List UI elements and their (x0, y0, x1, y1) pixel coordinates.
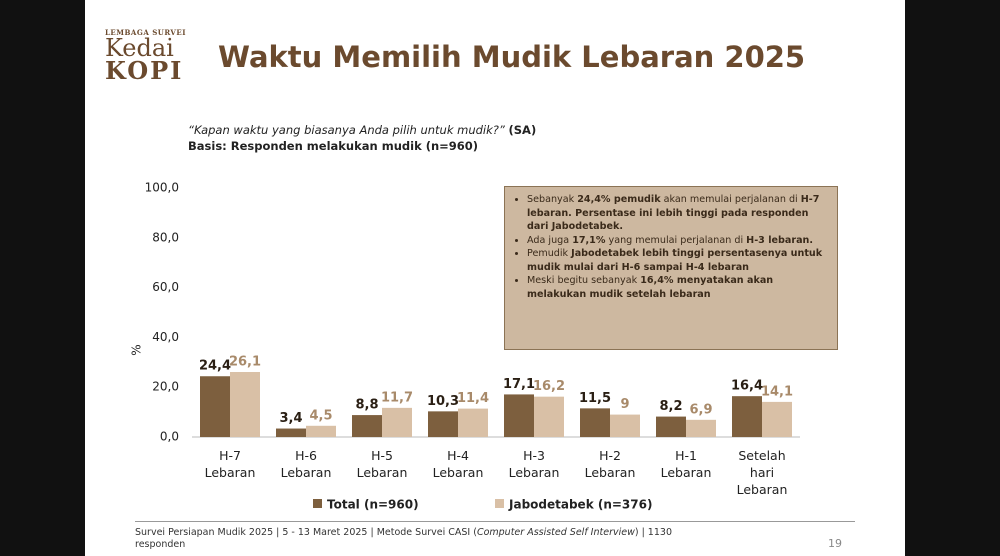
callout-text: Pemudik (527, 248, 572, 259)
callout-text: 17,1% (572, 234, 606, 246)
bar (428, 411, 458, 437)
y-tick-label: 100,0 (145, 181, 179, 195)
bar (732, 396, 762, 437)
x-tick-label: H-5 Lebaran (356, 448, 408, 480)
bar (306, 425, 336, 437)
title: Waktu Memilih Mudik Lebaran 2025 (218, 40, 806, 74)
value-label: 10,3 (427, 394, 459, 409)
legend-swatch (495, 499, 504, 508)
y-tick-label: 0,0 (160, 430, 179, 444)
callout-list: Sebanyak 24,4% pemudik akan memulai perj… (513, 193, 829, 301)
logo-tagline: LEMBAGA SURVEI (105, 28, 186, 37)
value-label: 17,1 (503, 377, 535, 392)
x-tick-label: H-2 Lebaran (584, 448, 636, 480)
value-label: 11,4 (457, 391, 489, 406)
footer: Survei Persiapan Mudik 2025 | 5 - 13 Mar… (135, 527, 695, 551)
callout-text: Ada juga (527, 234, 573, 246)
bar (504, 394, 534, 437)
footer-text: Computer Assisted Self Interview (476, 527, 635, 538)
y-axis-label: % (130, 344, 144, 355)
callout-text: H-7 lebaran. Persentase ini lebih tinggi… (527, 194, 820, 232)
x-tick-label: H-4 Lebaran (432, 448, 484, 480)
value-label: 16,4 (731, 379, 763, 394)
bar (230, 372, 260, 437)
callout-item: Ada juga 17,1% yang memulai perjalanan d… (527, 234, 829, 248)
callout-text: akan memulai perjalanan di (660, 194, 801, 205)
x-tick-label: H-6 Lebaran (280, 448, 332, 480)
callout-item: Sebanyak 24,4% pemudik akan memulai perj… (527, 193, 829, 234)
footer-text: Survei Persiapan Mudik 2025 | 5 - 13 Mar… (135, 527, 477, 538)
x-tick-label: H-3 Lebaran (508, 448, 560, 480)
value-label: 4,5 (309, 408, 332, 423)
question: “Kapan waktu yang biasanya Anda pilih un… (188, 123, 536, 137)
value-label: 9 (620, 397, 629, 412)
footer-rule (135, 521, 855, 522)
callout-text: yang memulai perjalanan di (605, 234, 747, 246)
question-text: “Kapan waktu yang biasanya Anda pilih un… (188, 123, 505, 137)
value-label: 8,8 (355, 398, 378, 413)
y-tick-label: 80,0 (152, 230, 179, 244)
bar (200, 376, 230, 437)
slide: LEMBAGA SURVEI Kedai KOPI Waktu Memilih … (85, 0, 905, 556)
footer-text: ) | 1130 responden (135, 527, 672, 550)
callout-text: Sebanyak (527, 194, 578, 205)
bar (762, 401, 792, 437)
bar (382, 407, 412, 437)
callout-item: Pemudik Jabodetabek lebih tinggi persent… (527, 247, 829, 274)
legend-label: Jabodetabek (n=376) (508, 498, 652, 512)
callout-text: Meski begitu sebanyak (527, 275, 641, 286)
callout: Sebanyak 24,4% pemudik akan memulai perj… (504, 186, 838, 350)
bar (686, 419, 716, 437)
callout-text: H-3 lebaran. (746, 234, 814, 246)
bar (580, 408, 610, 437)
value-label: 3,4 (279, 411, 302, 426)
value-label: 16,2 (533, 379, 565, 394)
x-tick-label: H-7 Lebaran (204, 448, 256, 480)
callout-text: 24,4% pemudik (577, 194, 661, 205)
value-label: 11,5 (579, 391, 611, 406)
value-label: 26,1 (229, 355, 261, 370)
bar (458, 408, 488, 437)
value-label: 24,4 (199, 359, 231, 374)
value-label: 8,2 (659, 399, 682, 414)
x-tick-label: H-1 Lebaran (660, 448, 712, 480)
callout-item: Meski begitu sebanyak 16,4% menyatakan a… (527, 274, 829, 301)
bar (352, 415, 382, 437)
value-label: 11,7 (381, 390, 413, 405)
logo-name: KOPI (105, 56, 184, 85)
legend-label: Total (n=960) (327, 498, 419, 512)
y-tick-label: 60,0 (152, 280, 179, 294)
bar (534, 396, 564, 437)
bar (656, 416, 686, 437)
bar (610, 414, 640, 437)
logo-name: Kedai (105, 34, 174, 62)
question-tag: (SA) (508, 123, 537, 137)
logo: LEMBAGA SURVEI Kedai KOPI (105, 28, 186, 83)
callout-text: 16,4% menyatakan akan melakukan mudik se… (527, 275, 774, 300)
value-label: 14,1 (761, 384, 793, 399)
y-tick-label: 20,0 (152, 380, 179, 394)
x-tick-label: Setelah hari Lebaran (736, 448, 788, 497)
value-label: 6,9 (689, 402, 712, 417)
callout-text: Jabodetabek lebih tinggi persentasenya u… (527, 248, 823, 273)
chart: % 0,0 20,0 40,0 60,0 80,0 100,0 24,426,1 3,4 4,5… (130, 181, 800, 512)
y-tick-label: 40,0 (152, 330, 179, 344)
basis: Basis: Responden melakukan mudik (n=960) (188, 139, 479, 153)
page-number: 19 (828, 537, 842, 550)
bar (276, 428, 306, 437)
legend-swatch (313, 499, 322, 508)
